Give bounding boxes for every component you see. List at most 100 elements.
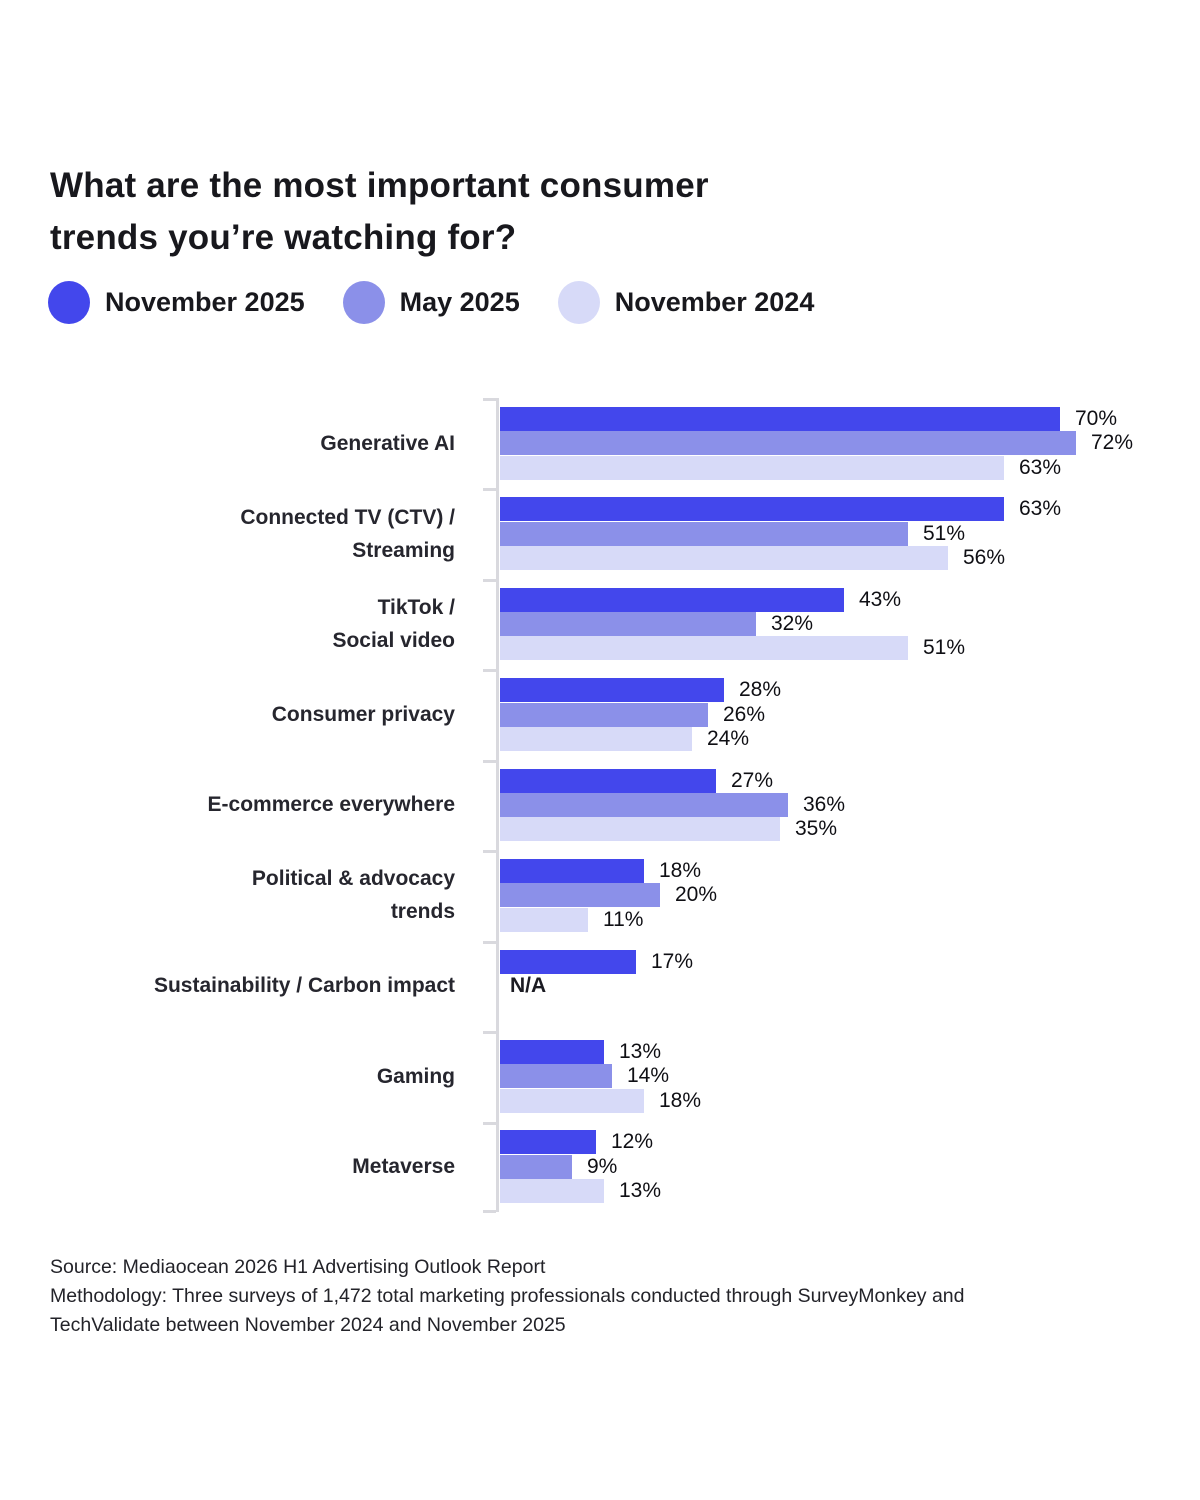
bar xyxy=(500,1130,596,1155)
bar-line: 32% xyxy=(500,612,965,637)
bar-value-label: 26% xyxy=(723,702,766,726)
axis-tick xyxy=(483,488,496,491)
bar-value-label: 24% xyxy=(707,726,750,750)
bar-line: 18% xyxy=(500,859,717,884)
bar-value-label: 17% xyxy=(651,949,694,973)
bar-value-label: 9% xyxy=(587,1154,618,1178)
bar-line: 20% xyxy=(500,883,718,908)
legend-label-november-2025: November 2025 xyxy=(105,287,305,317)
category-label: TikTok / Social video xyxy=(332,596,455,653)
axis-tick xyxy=(483,1210,496,1213)
bar-value-label: 32% xyxy=(771,612,814,636)
page-title: What are the most important consumer tre… xyxy=(50,160,709,264)
bar xyxy=(500,817,780,842)
bar-line: 18% xyxy=(500,1088,701,1113)
bar-line: 9% xyxy=(500,1154,661,1179)
bar-value-label: 14% xyxy=(627,1064,670,1088)
category-row: Sustainability / Carbon impact 17% N/A xyxy=(0,941,1200,1031)
category-row: E-commerce everywhere 27% 36% 35% xyxy=(0,760,1200,850)
axis-tick xyxy=(483,398,496,401)
category-row: Connected TV (CTV) / Streaming 63% 51% 56% xyxy=(0,488,1200,578)
y-axis-line xyxy=(496,398,499,1212)
bar xyxy=(500,545,948,570)
bar-line: 24% xyxy=(500,726,781,751)
axis-tick xyxy=(483,760,496,763)
bar-value-label: 12% xyxy=(611,1130,654,1154)
bar-line: N/A xyxy=(500,974,693,998)
bar xyxy=(500,768,716,793)
bar-line: 35% xyxy=(500,817,845,842)
bar-value-label: 35% xyxy=(795,817,838,841)
bar xyxy=(500,726,692,751)
bar-group: 12% 9% 13% xyxy=(500,1130,661,1203)
legend-item-november-2024: November 2024 xyxy=(557,281,815,324)
bar xyxy=(500,1088,644,1113)
legend-dot-may-2025 xyxy=(342,281,385,324)
page-title-line-2: trends you’re watching for? xyxy=(50,218,517,257)
bar-line: 17% xyxy=(500,949,694,974)
bar-value-label: 72% xyxy=(1091,431,1134,455)
bar-value-label: 36% xyxy=(803,792,846,816)
bar-line: 36% xyxy=(500,792,846,817)
axis-tick xyxy=(483,1031,496,1034)
legend-dot-november-2025 xyxy=(48,281,90,324)
bar-line: 11% xyxy=(500,907,717,932)
bar-line: 51% xyxy=(500,521,1061,546)
category-label: E-commerce everywhere xyxy=(207,793,455,817)
bar xyxy=(500,587,844,612)
category-row: Gaming 13% 14% 18% xyxy=(0,1031,1200,1121)
bar-line: 28% xyxy=(500,678,782,703)
legend-item-november-2025: November 2025 xyxy=(48,281,305,324)
bar-group: 63% 51% 56% xyxy=(500,497,1061,570)
bar xyxy=(500,883,660,908)
bar xyxy=(500,1039,604,1064)
bar-value-label: 13% xyxy=(619,1039,662,1063)
bar-group: 27% 36% 35% xyxy=(500,768,846,842)
category-label: Political & advocacy trends xyxy=(251,867,455,924)
bar xyxy=(500,1154,572,1179)
bar xyxy=(500,636,908,661)
methodology-note: Methodology: Three surveys of 1,472 tota… xyxy=(50,1285,965,1336)
axis-tick xyxy=(483,850,496,853)
bar-group: 70% 72% 63% xyxy=(500,406,1134,480)
bar-line: 70% xyxy=(500,406,1133,431)
bar-line xyxy=(500,998,693,1022)
bar xyxy=(500,1064,612,1089)
bar-line: 63% xyxy=(500,455,1133,480)
bar xyxy=(500,907,588,932)
bar-group: 17% N/A xyxy=(500,949,693,1022)
legend-item-may-2025: May 2025 xyxy=(342,281,520,324)
bar-line: 14% xyxy=(500,1064,701,1089)
bar-value-label: 20% xyxy=(675,883,718,907)
bar-group: 18% 20% 11% xyxy=(500,859,717,932)
bar xyxy=(500,792,788,817)
legend-label-may-2025: May 2025 xyxy=(399,287,520,317)
category-row: Consumer privacy 28% 26% 24% xyxy=(0,669,1200,759)
bar-chart: Generative AI 70% 72% 63% Connected TV (CTV)… xyxy=(0,398,1200,1213)
category-label: Sustainability / Carbon impact xyxy=(153,974,455,998)
bar xyxy=(500,612,756,637)
bar xyxy=(500,702,708,727)
bar-value-label: 56% xyxy=(963,545,1006,569)
category-label: Gaming xyxy=(376,1064,455,1088)
axis-tick xyxy=(483,941,496,944)
bar-value-label: 28% xyxy=(739,678,782,702)
bar-value-label: 18% xyxy=(659,859,702,883)
bar-line: 12% xyxy=(500,1130,661,1155)
bar xyxy=(500,859,644,884)
bar xyxy=(500,949,636,974)
legend-label-november-2024: November 2024 xyxy=(614,287,815,317)
bar xyxy=(500,497,1004,522)
bar-line: 43% xyxy=(500,587,965,612)
footer-notes: Source: Mediaocean 2026 H1 Advertising O… xyxy=(50,1253,995,1340)
bar-value-label: 63% xyxy=(1019,455,1062,479)
bar-value-label: 13% xyxy=(619,1179,662,1202)
category-row: Political & advocacy trends 18% 20% 11% xyxy=(0,850,1200,940)
bar-value-label: 63% xyxy=(1019,497,1062,521)
bar xyxy=(500,521,908,546)
bar-group: 28% 26% 24% xyxy=(500,678,781,751)
bar-group: 43% 32% 51% xyxy=(500,587,966,661)
bar-line: 72% xyxy=(500,431,1134,456)
axis-tick xyxy=(483,1122,496,1125)
bar-value-label: 51% xyxy=(923,636,966,660)
